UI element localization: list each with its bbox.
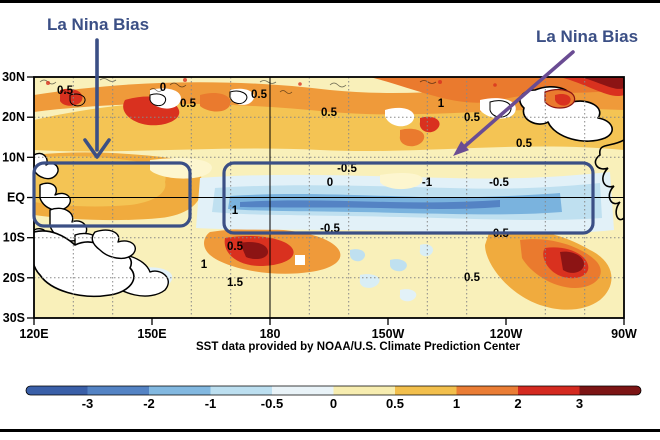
svg-text:0.5: 0.5: [57, 85, 74, 97]
svg-text:-3: -3: [82, 396, 94, 411]
svg-text:0: 0: [160, 82, 166, 94]
svg-text:1: 1: [232, 205, 239, 217]
svg-text:0.5: 0.5: [464, 112, 481, 124]
svg-text:30N: 30N: [2, 70, 25, 84]
svg-text:30S: 30S: [3, 311, 25, 325]
svg-text:0.5: 0.5: [321, 107, 338, 119]
svg-text:3: 3: [576, 396, 583, 411]
svg-text:-2: -2: [143, 396, 155, 411]
svg-text:SST data provided by NOAA/U.S.: SST data provided by NOAA/U.S. Climate P…: [196, 341, 521, 353]
svg-text:120W: 120W: [490, 327, 523, 341]
svg-text:90W: 90W: [611, 327, 637, 341]
svg-text:-0.5: -0.5: [261, 396, 283, 411]
svg-text:150E: 150E: [137, 327, 166, 341]
svg-text:1: 1: [201, 259, 208, 271]
svg-text:-0.5: -0.5: [489, 177, 509, 189]
svg-text:0: 0: [327, 177, 333, 189]
svg-text:0.5: 0.5: [251, 89, 268, 101]
svg-text:-0.5: -0.5: [337, 163, 357, 175]
svg-text:150W: 150W: [372, 327, 405, 341]
svg-text:0.5: 0.5: [227, 241, 244, 253]
svg-text:-1: -1: [422, 177, 433, 189]
svg-text:La Nina Bias: La Nina Bias: [47, 15, 149, 34]
svg-text:120E: 120E: [19, 327, 48, 341]
svg-text:180: 180: [260, 327, 281, 341]
svg-text:10S: 10S: [3, 231, 25, 245]
svg-text:0.5: 0.5: [386, 396, 404, 411]
svg-text:0.5: 0.5: [516, 138, 533, 150]
svg-text:1: 1: [438, 98, 445, 110]
svg-text:0: 0: [330, 396, 337, 411]
svg-text:20S: 20S: [3, 271, 25, 285]
svg-text:EQ: EQ: [7, 191, 25, 205]
svg-text:1: 1: [453, 396, 460, 411]
svg-text:2: 2: [514, 396, 521, 411]
svg-text:-1: -1: [205, 396, 217, 411]
svg-text:10N: 10N: [2, 150, 25, 164]
svg-text:1.5: 1.5: [227, 277, 244, 289]
svg-text:20N: 20N: [2, 110, 25, 124]
svg-text:0.5: 0.5: [464, 272, 481, 284]
svg-text:0.5: 0.5: [180, 98, 197, 110]
svg-text:La Nina Bias: La Nina Bias: [536, 27, 638, 46]
